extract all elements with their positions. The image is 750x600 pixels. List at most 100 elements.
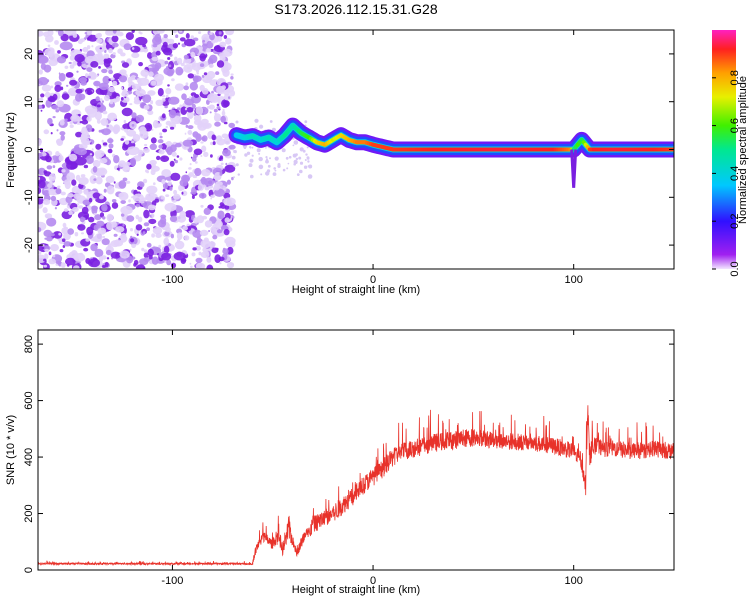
noise-blob bbox=[85, 238, 90, 242]
noise-blob bbox=[57, 50, 61, 54]
noise-blob bbox=[48, 251, 52, 256]
noise-dot bbox=[282, 168, 286, 172]
noise-blob bbox=[87, 109, 98, 118]
frequency-ridge bbox=[228, 117, 674, 188]
noise-blob bbox=[224, 205, 230, 210]
noise-blob bbox=[219, 172, 223, 176]
noise-blob bbox=[187, 130, 193, 135]
noise-blob bbox=[107, 112, 117, 122]
noise-blob bbox=[195, 245, 202, 251]
noise-blob bbox=[39, 148, 44, 153]
noise-blob bbox=[87, 75, 91, 79]
noise-blob bbox=[46, 165, 53, 170]
noise-blob bbox=[171, 151, 177, 157]
noise-blob bbox=[193, 148, 203, 156]
noise-blob bbox=[113, 124, 121, 134]
noise-blob bbox=[106, 213, 114, 222]
noise-blob bbox=[64, 181, 71, 190]
noise-dot bbox=[287, 162, 290, 165]
noise-blob bbox=[38, 97, 44, 102]
noise-blob bbox=[95, 33, 101, 39]
noise-dot bbox=[251, 146, 254, 149]
noise-blob bbox=[135, 114, 145, 123]
noise-dot bbox=[274, 156, 279, 161]
noise-blob bbox=[225, 30, 235, 36]
colorbar: 0.0 0.2 0.4 0.6 0.8 Normalized spectral ampl… bbox=[712, 30, 749, 277]
noise-blob bbox=[179, 157, 183, 161]
noise-blob bbox=[214, 121, 221, 127]
noise-blob bbox=[111, 199, 117, 203]
noise-blob bbox=[137, 149, 144, 155]
noise-blob bbox=[50, 195, 57, 202]
snr-xlabel: Height of straight line (km) bbox=[292, 584, 420, 596]
noise-blob bbox=[199, 63, 205, 67]
noise-blob bbox=[55, 109, 60, 113]
noise-blob bbox=[164, 60, 169, 65]
noise-blob bbox=[139, 126, 147, 135]
noise-blob bbox=[163, 237, 170, 246]
noise-blob bbox=[160, 196, 165, 200]
noise-blob bbox=[94, 233, 103, 242]
noise-dot bbox=[243, 146, 247, 149]
noise-blob bbox=[146, 227, 151, 231]
noise-blob bbox=[164, 202, 177, 212]
snr-plot: -100 0 100 0 200 400 600 800 Height of straight… bbox=[5, 329, 675, 596]
noise-blob bbox=[96, 118, 101, 124]
noise-blob bbox=[189, 262, 192, 265]
noise-blob bbox=[170, 262, 177, 269]
noise-blob bbox=[140, 69, 149, 77]
noise-blob bbox=[71, 185, 81, 195]
noise-blob bbox=[153, 73, 165, 82]
noise-blob bbox=[169, 215, 178, 222]
noise-blob bbox=[94, 74, 97, 78]
noise-blob bbox=[224, 217, 230, 223]
colorbar-tick-label: 0.4 bbox=[729, 166, 741, 181]
noise-blob bbox=[112, 52, 116, 56]
noise-dot bbox=[246, 151, 251, 155]
noise-blob bbox=[161, 98, 166, 102]
snr-frame bbox=[37, 329, 675, 571]
noise-blob bbox=[143, 209, 150, 219]
noise-blob bbox=[120, 97, 124, 101]
noise-blob bbox=[120, 138, 124, 141]
noise-blob bbox=[98, 195, 104, 200]
noise-blob bbox=[154, 198, 160, 203]
noise-blob bbox=[152, 226, 163, 235]
noise-dot bbox=[307, 165, 310, 167]
noise-blob bbox=[131, 112, 137, 119]
noise-blob bbox=[147, 52, 153, 59]
noise-blob bbox=[133, 99, 141, 105]
noise-blob bbox=[174, 56, 178, 62]
noise-blob bbox=[157, 139, 164, 144]
noise-blob bbox=[81, 126, 88, 135]
noise-blob bbox=[220, 115, 226, 123]
noise-blob bbox=[43, 264, 48, 268]
noise-blob bbox=[222, 149, 231, 157]
noise-blob bbox=[58, 232, 62, 236]
noise-blob bbox=[38, 187, 42, 194]
noise-blob bbox=[172, 30, 177, 34]
noise-blob bbox=[193, 37, 199, 42]
noise-blob bbox=[78, 205, 84, 209]
noise-blob bbox=[67, 228, 74, 235]
noise-blob bbox=[189, 81, 198, 91]
noise-blob bbox=[199, 53, 206, 62]
noise-blob bbox=[165, 120, 172, 126]
noise-blob bbox=[215, 247, 219, 251]
noise-blob bbox=[95, 176, 103, 185]
noise-dot bbox=[288, 155, 292, 159]
noise-blob bbox=[199, 46, 203, 51]
noise-blob bbox=[167, 38, 175, 44]
noise-blob bbox=[162, 188, 166, 192]
spectrogram-ytick-label: 0 bbox=[23, 146, 35, 152]
noise-blob bbox=[38, 139, 43, 145]
noise-blob bbox=[93, 178, 97, 181]
noise-dot bbox=[231, 155, 236, 160]
noise-blob bbox=[141, 153, 145, 156]
noise-blob bbox=[176, 228, 183, 234]
noise-blob bbox=[43, 129, 50, 135]
noise-blob bbox=[152, 43, 158, 48]
noise-blob bbox=[128, 199, 131, 203]
noise-blob bbox=[66, 172, 76, 182]
noise-blob bbox=[176, 155, 180, 158]
